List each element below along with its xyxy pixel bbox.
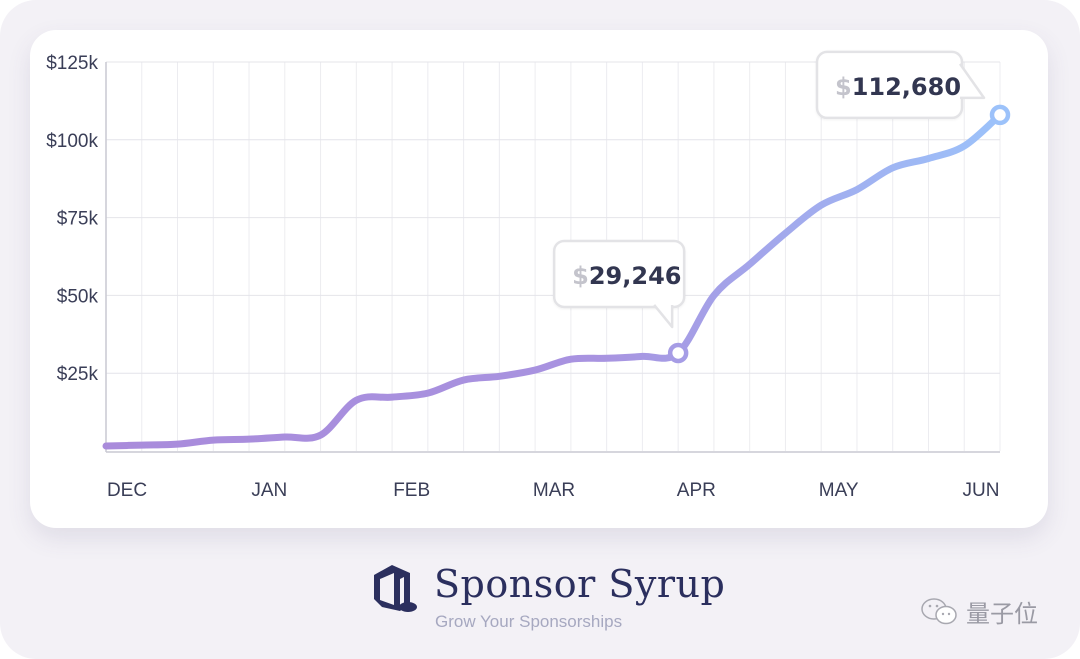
data-point-marker (989, 104, 1011, 126)
wechat-icon (921, 597, 957, 624)
watermark-text: 量子位 (966, 600, 1038, 628)
callout-tail-mask (930, 65, 960, 98)
value-callout: $112,680 (815, 50, 986, 120)
callout-currency: $ (835, 73, 852, 101)
y-tick-label: $50k (57, 286, 99, 307)
annotations: $29,246$112,680 (552, 50, 1011, 364)
x-tick-label: MAY (819, 480, 859, 501)
watermark: 量子位 (920, 594, 1038, 629)
grid-lines (106, 61, 1001, 451)
callout-box (552, 239, 686, 309)
callout-amount: 29,246 (589, 262, 682, 290)
callout-currency: $ (572, 262, 589, 290)
brand-tagline: Grow Your Sponsorships (435, 612, 623, 631)
data-point-marker (667, 342, 689, 364)
callout-value: $29,246 (572, 262, 681, 290)
callout-amount: 112,680 (852, 73, 961, 101)
callout-tail (958, 63, 986, 100)
x-tick-label: JUN (963, 480, 1000, 501)
value-callout: $29,246 (552, 239, 686, 329)
y-tick-label: $100k (46, 131, 98, 152)
y-tick-label: $125k (46, 53, 98, 74)
y-axis-ticks: $25k $50k $75k $100k $125k (46, 53, 98, 385)
brand-logo (370, 563, 420, 619)
y-tick-label: $75k (57, 209, 99, 230)
x-tick-label: FEB (393, 480, 430, 501)
callout-value: $112,680 (835, 73, 961, 101)
x-tick-label: DEC (107, 480, 147, 501)
revenue-series-line (102, 111, 1004, 450)
x-axis-ticks: DEC JAN FEB MAR APR MAY JUN (107, 480, 1000, 501)
x-tick-label: APR (677, 480, 716, 501)
x-tick-label: MAR (533, 480, 575, 501)
cube-icon (374, 565, 417, 612)
brand-name: Sponsor Syrup (434, 562, 726, 606)
callout-tail-mask (652, 254, 683, 287)
y-tick-label: $25k (57, 364, 99, 385)
x-tick-label: JAN (251, 480, 287, 501)
callout-tail (653, 304, 674, 329)
